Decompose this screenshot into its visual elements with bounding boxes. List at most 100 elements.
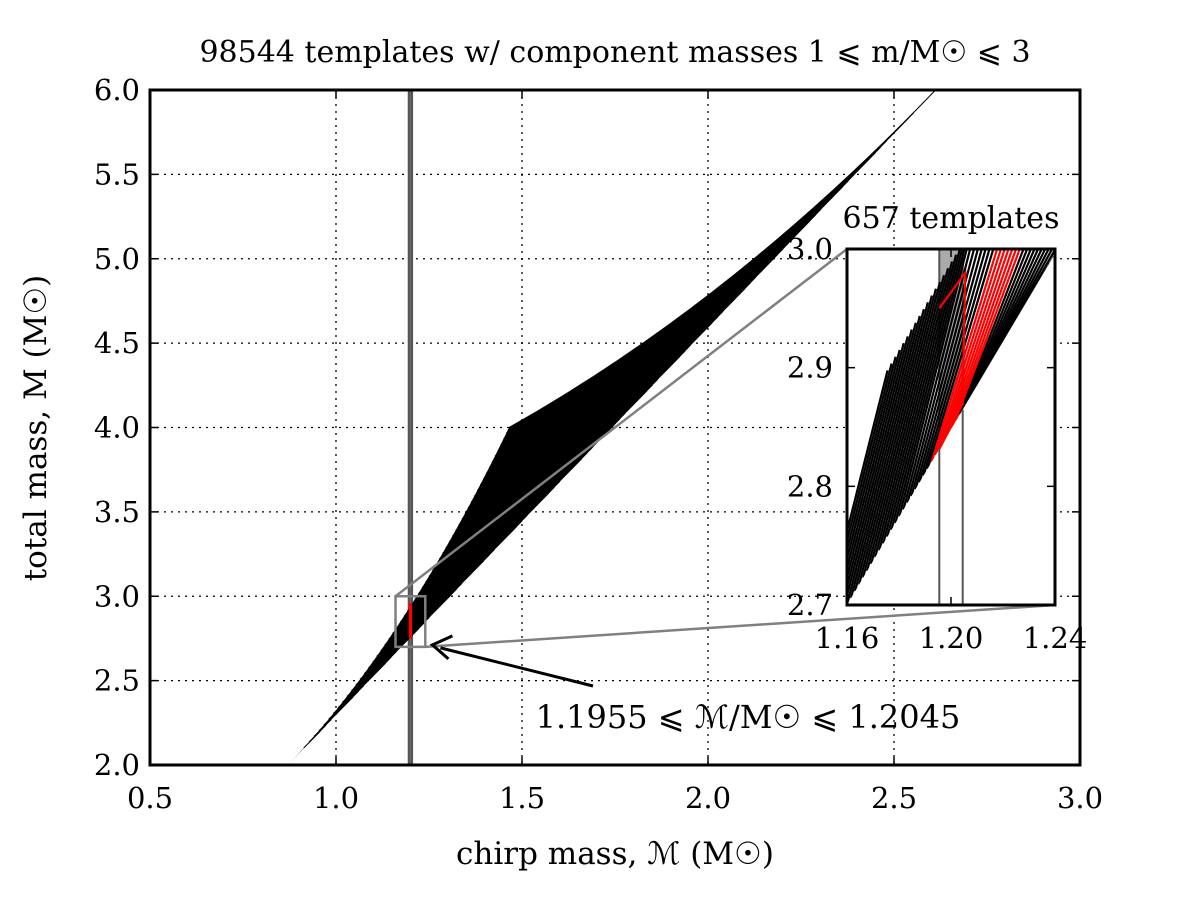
inset-template-line (1052, 255, 1055, 259)
inset-template-line (847, 349, 901, 564)
x-tick-label: 2.0 (685, 781, 731, 815)
inset-template-line (847, 315, 921, 605)
template-line (448, 322, 713, 543)
template-line (392, 514, 528, 634)
inset-template-lines (847, 203, 1158, 605)
template-line (473, 242, 789, 497)
x-tick-label: 1.5 (499, 781, 545, 815)
template-line (482, 208, 822, 480)
inset-template-line (862, 288, 937, 579)
inset-template-line (946, 249, 1014, 436)
inset-template-line (847, 329, 913, 592)
inset-template-line (847, 342, 905, 573)
template-line (445, 344, 691, 549)
y-tick-label: 6.0 (94, 73, 140, 107)
template-bank-region (287, 90, 936, 765)
inset-template-line (934, 249, 1003, 456)
annotation-arrow-shaft (440, 646, 594, 688)
template-line (414, 446, 593, 600)
template-line (494, 152, 877, 457)
zoom-connector (394, 248, 848, 598)
y-tick-label: 4.5 (94, 326, 140, 360)
inset-template-line (1073, 224, 1146, 225)
inset-template-line (970, 249, 1036, 395)
template-line (464, 276, 757, 514)
y-tick-label: 5.5 (94, 157, 140, 191)
zoom-connector (425, 603, 1056, 649)
inset-template-line (878, 261, 954, 551)
template-line (432, 384, 653, 571)
inset-template-line (906, 249, 976, 504)
chart-title: 98544 templates w/ component masses 1 ⩽ … (199, 35, 1030, 70)
inset-template-line (847, 322, 917, 601)
inset-template-line (962, 249, 1029, 409)
inset-template-line (914, 249, 983, 490)
annotation-arrow (429, 634, 594, 688)
inset-template-line (918, 249, 987, 483)
template-line (368, 583, 463, 669)
annotation-text: 1.1955 ⩽ ℳ/M☉ ⩽ 1.2045 (536, 698, 961, 736)
inset-template-line (870, 274, 946, 565)
template-line (452, 316, 719, 537)
inset-template-line (958, 249, 1025, 415)
template-line (470, 248, 784, 503)
inset-template-line (942, 249, 1010, 443)
inset-x-tick-label: 1.24 (1023, 621, 1088, 655)
y-axis-label: total mass, M (M☉) (18, 275, 54, 582)
template-line (500, 140, 887, 446)
template-line (421, 418, 621, 589)
template-line (355, 617, 430, 686)
inset-y-tick-label: 2.7 (787, 588, 833, 622)
inset-template-line (1085, 203, 1158, 225)
inset-template-line (1057, 225, 1130, 251)
y-tick-label: 4.0 (94, 411, 140, 445)
inset-tick-labels: 1.16 1.20 1.24 2.7 2.8 2.9 3.0 (787, 232, 1087, 655)
template-line (461, 282, 751, 520)
inset-template-line (849, 308, 925, 599)
template-line (388, 520, 523, 640)
inset-y-tick-label: 2.9 (787, 351, 833, 385)
x-tick-label: 3.0 (1057, 781, 1103, 815)
y-tick-label: 5.0 (94, 242, 140, 276)
inset-template-line (1077, 217, 1150, 225)
inset-template-line (853, 302, 929, 592)
inset-template-line (847, 363, 893, 546)
template-line (458, 288, 746, 526)
inset-template-line (847, 370, 889, 536)
inset-template-line (922, 249, 991, 477)
template-line (488, 180, 849, 468)
template-line (442, 350, 686, 554)
inset-template-line (974, 249, 1040, 388)
template-line (485, 186, 844, 474)
inset-template-line (954, 249, 1021, 422)
inset-x-tick-label: 1.16 (815, 621, 880, 655)
template-line (497, 146, 882, 451)
template-line (342, 651, 397, 703)
template-line (467, 254, 779, 509)
inset-template-line (1081, 210, 1154, 225)
template-line (428, 390, 648, 577)
inset-y-tick-label: 2.8 (787, 469, 833, 503)
template-line (491, 174, 855, 463)
inset-template-line (1065, 225, 1138, 237)
inset-template-line (938, 249, 1006, 449)
chirp-band-fill (408, 90, 413, 765)
inset-template-line (894, 249, 966, 524)
inset-template-line (898, 249, 968, 517)
main-tick-labels: 0.5 1.0 1.5 2.0 2.5 3.0 2.0 2.5 3.0 3.5 4.0 4.5 5.0 5… (94, 73, 1103, 815)
inset-template-line (874, 268, 950, 558)
template-line (380, 548, 495, 651)
template-line (503, 117, 909, 440)
template-line (508, 90, 936, 428)
inset-ticks (846, 248, 1056, 606)
x-tick-label: 1.0 (313, 781, 359, 815)
inset-selection-outline (938, 269, 967, 450)
inset-template-line (1061, 225, 1134, 244)
inset-mask-lower (847, 253, 1055, 605)
inset-template-line (978, 249, 1043, 381)
inset-template-line (866, 281, 942, 572)
template-line (410, 452, 588, 606)
zoom-indicator (394, 248, 1056, 649)
inset-template-line (930, 249, 999, 463)
